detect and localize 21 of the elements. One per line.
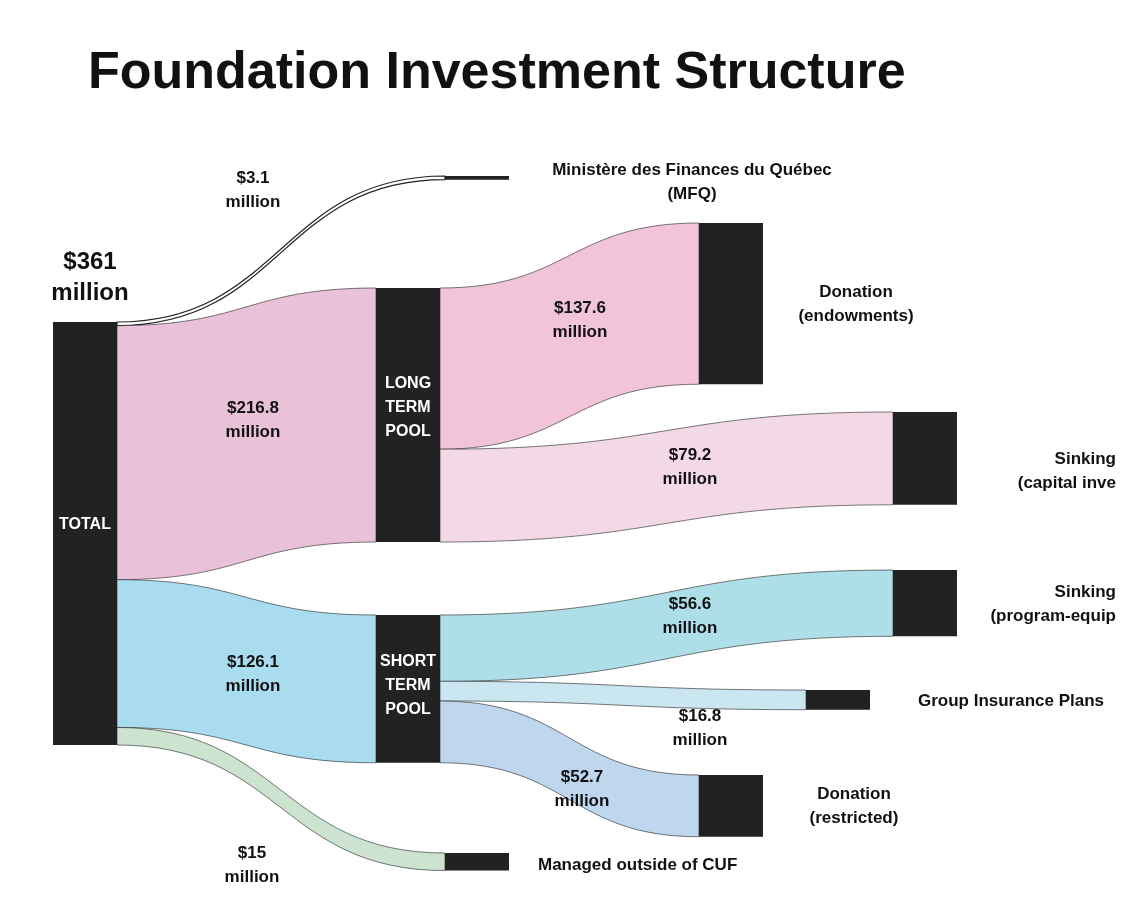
category-label: Donation (restricted) (809, 783, 899, 827)
data-label: $16.8 million (672, 705, 728, 749)
data-label: $79.2 million (662, 444, 718, 488)
data-label: $361 million (51, 246, 129, 305)
data-label: $126.1 million (225, 651, 281, 695)
category-label: Group Insurance Plans (917, 690, 1105, 710)
category-label: TOTAL (59, 515, 112, 533)
data-label: $15 million (224, 842, 280, 886)
data-label: $56.6 million (662, 593, 718, 637)
category-label: Ministère des Finances du Québec (MFQ) (552, 159, 832, 203)
category-label: Donation (endowments) (798, 281, 914, 325)
data-label: $216.8 million (225, 397, 281, 441)
category-label: Sinking (program-equip (990, 581, 1116, 625)
text: Foundation Investment Structure (88, 41, 906, 99)
category-label: Sinking (capital inve (1017, 448, 1116, 492)
data-label: $52.7 million (554, 766, 610, 810)
category-label: SHORT TERM POOL (380, 652, 437, 718)
data-label: $3.1 million (225, 167, 281, 211)
category-label: Managed outside of CUF (538, 854, 738, 874)
category-label: LONG TERM POOL (384, 374, 432, 440)
data-label: $137.6 million (552, 297, 608, 341)
